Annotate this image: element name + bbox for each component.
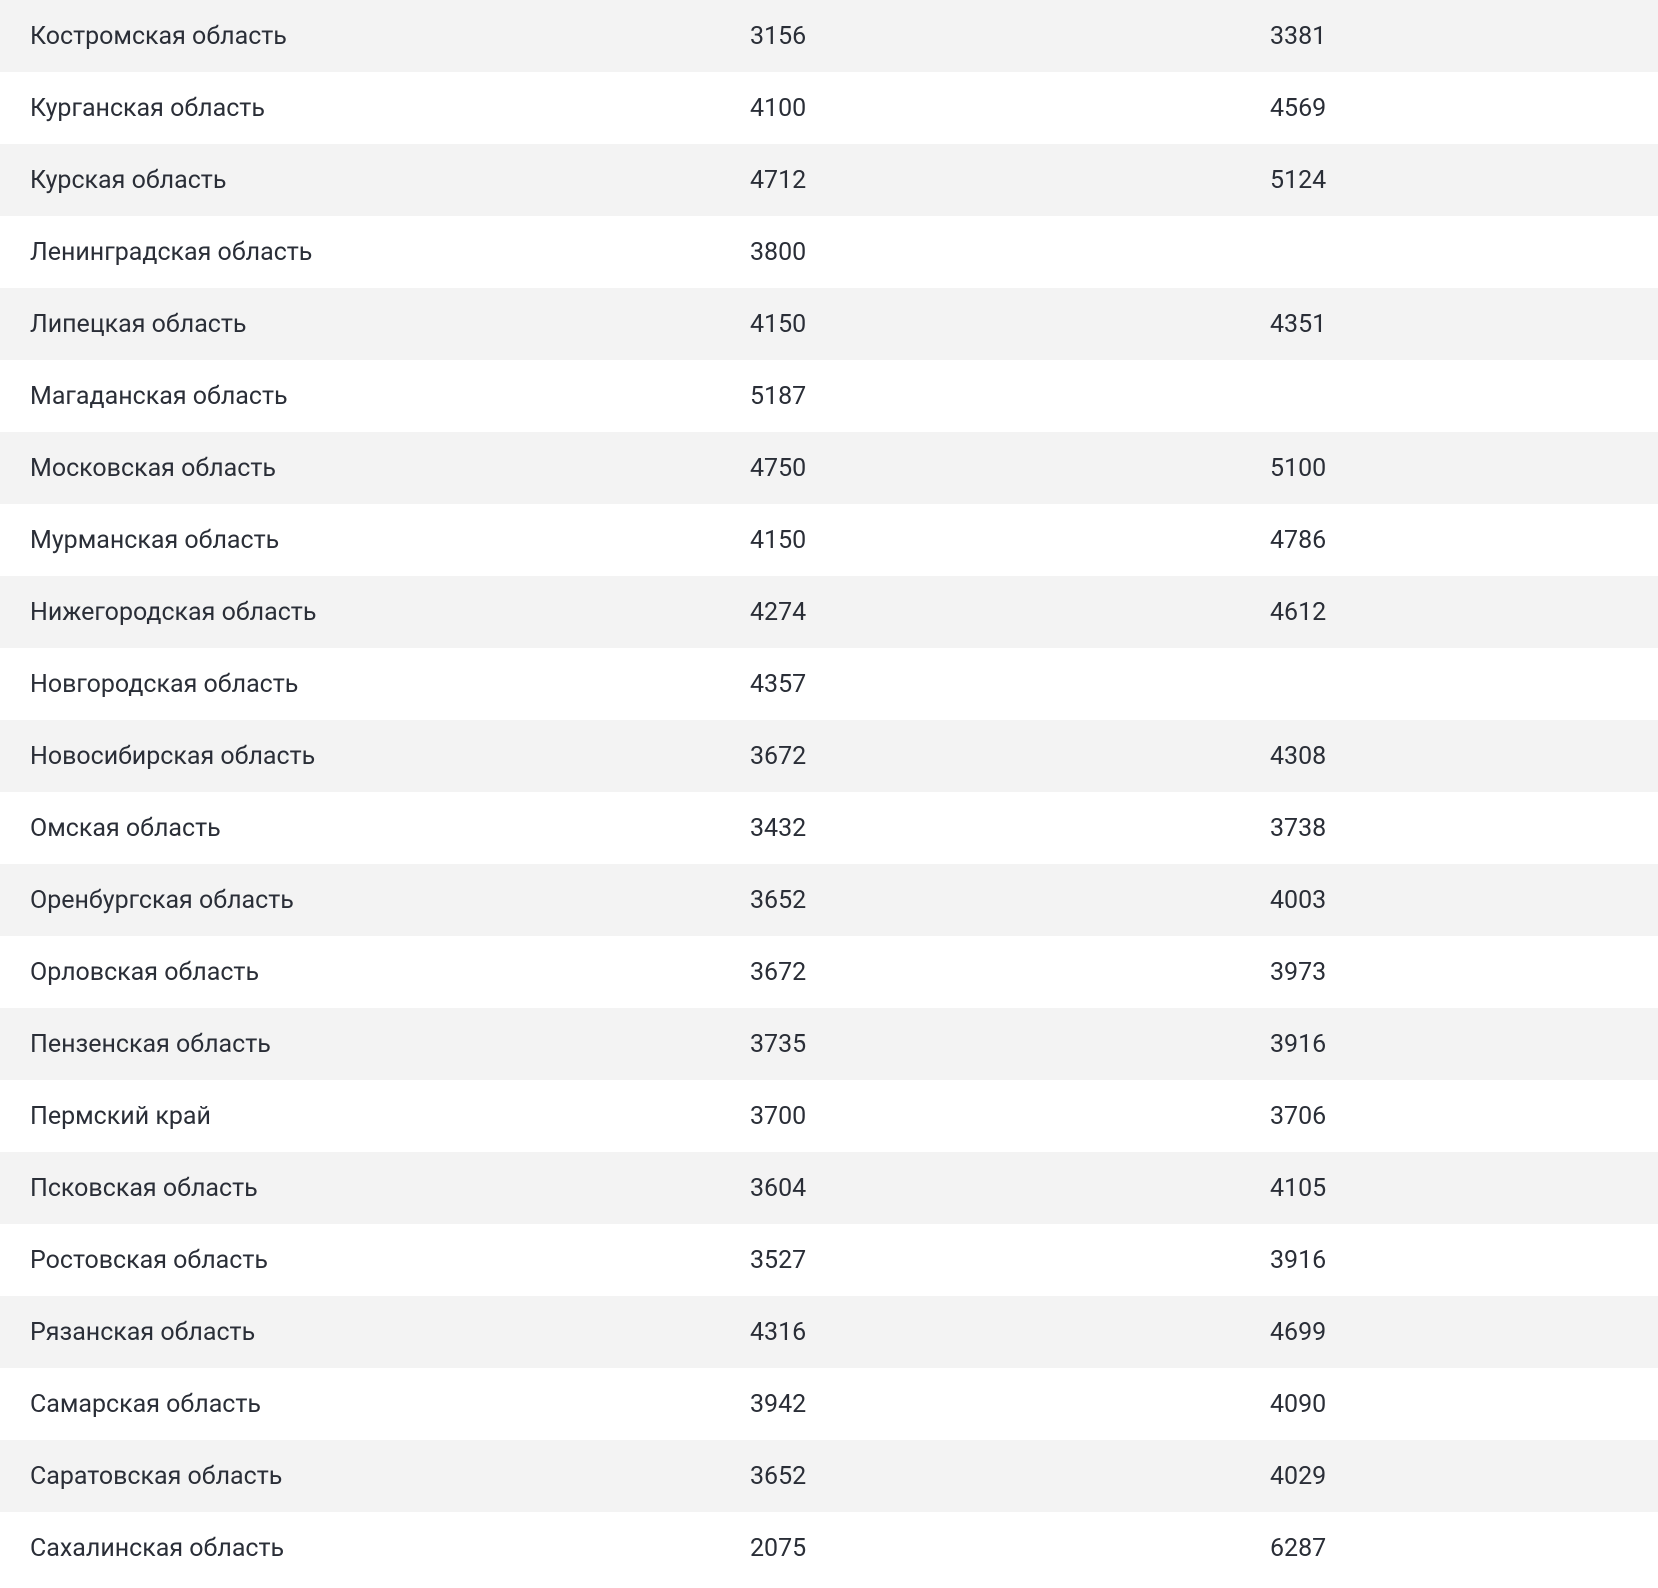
- region-cell: Орловская область: [0, 958, 720, 987]
- table-row: Оренбургская область36524003: [0, 864, 1658, 936]
- value2-cell: 4612: [1240, 598, 1658, 627]
- value1-cell: 3672: [720, 958, 1240, 987]
- table-row: Московская область47505100: [0, 432, 1658, 504]
- value1-cell: 3527: [720, 1246, 1240, 1275]
- region-cell: Магаданская область: [0, 382, 720, 411]
- region-cell: Липецкая область: [0, 310, 720, 339]
- region-cell: Новосибирская область: [0, 742, 720, 771]
- value2-cell: 4105: [1240, 1174, 1658, 1203]
- table-row: Костромская область31563381: [0, 0, 1658, 72]
- value2-cell: 3916: [1240, 1246, 1658, 1275]
- value1-cell: 4357: [720, 670, 1240, 699]
- region-cell: Ростовская область: [0, 1246, 720, 1275]
- table-row: Липецкая область41504351: [0, 288, 1658, 360]
- value2-cell: 3973: [1240, 958, 1658, 987]
- value1-cell: 3800: [720, 238, 1240, 267]
- region-cell: Пермский край: [0, 1102, 720, 1131]
- value2-cell: 6287: [1240, 1534, 1658, 1563]
- region-cell: Нижегородская область: [0, 598, 720, 627]
- table-row: Курская область47125124: [0, 144, 1658, 216]
- value1-cell: 3942: [720, 1390, 1240, 1419]
- value1-cell: 4100: [720, 94, 1240, 123]
- value1-cell: 4274: [720, 598, 1240, 627]
- region-cell: Оренбургская область: [0, 886, 720, 915]
- value2-cell: 4003: [1240, 886, 1658, 915]
- region-cell: Омская область: [0, 814, 720, 843]
- region-cell: Мурманская область: [0, 526, 720, 555]
- value1-cell: 3652: [720, 1462, 1240, 1491]
- region-cell: Московская область: [0, 454, 720, 483]
- region-cell: Курганская область: [0, 94, 720, 123]
- region-cell: Самарская область: [0, 1390, 720, 1419]
- value1-cell: 3652: [720, 886, 1240, 915]
- table-row: Пермский край37003706: [0, 1080, 1658, 1152]
- region-cell: Костромская область: [0, 22, 720, 51]
- table-row: Нижегородская область42744612: [0, 576, 1658, 648]
- value1-cell: 4150: [720, 310, 1240, 339]
- value2-cell: 4569: [1240, 94, 1658, 123]
- value1-cell: 4316: [720, 1318, 1240, 1347]
- regions-table: Костромская область31563381Курганская об…: [0, 0, 1658, 1584]
- region-cell: Ленинградская область: [0, 238, 720, 267]
- region-cell: Рязанская область: [0, 1318, 720, 1347]
- table-row: Сахалинская область20756287: [0, 1512, 1658, 1584]
- table-row: Курганская область41004569: [0, 72, 1658, 144]
- value1-cell: 3735: [720, 1030, 1240, 1059]
- region-cell: Саратовская область: [0, 1462, 720, 1491]
- value2-cell: 3706: [1240, 1102, 1658, 1131]
- table-row: Новосибирская область36724308: [0, 720, 1658, 792]
- value1-cell: 3604: [720, 1174, 1240, 1203]
- value2-cell: 4699: [1240, 1318, 1658, 1347]
- value2-cell: 5100: [1240, 454, 1658, 483]
- table-row: Омская область34323738: [0, 792, 1658, 864]
- table-row: Магаданская область5187: [0, 360, 1658, 432]
- value1-cell: 3672: [720, 742, 1240, 771]
- table-row: Новгородская область4357: [0, 648, 1658, 720]
- value1-cell: 3700: [720, 1102, 1240, 1131]
- table-row: Самарская область39424090: [0, 1368, 1658, 1440]
- value2-cell: 3738: [1240, 814, 1658, 843]
- table-row: Рязанская область43164699: [0, 1296, 1658, 1368]
- value1-cell: 4150: [720, 526, 1240, 555]
- value1-cell: 3156: [720, 22, 1240, 51]
- value1-cell: 5187: [720, 382, 1240, 411]
- value2-cell: 4029: [1240, 1462, 1658, 1491]
- value2-cell: 3916: [1240, 1030, 1658, 1059]
- value1-cell: 4750: [720, 454, 1240, 483]
- value2-cell: 4351: [1240, 310, 1658, 339]
- value1-cell: 2075: [720, 1534, 1240, 1563]
- region-cell: Курская область: [0, 166, 720, 195]
- value1-cell: 4712: [720, 166, 1240, 195]
- region-cell: Новгородская область: [0, 670, 720, 699]
- table-row: Пензенская область37353916: [0, 1008, 1658, 1080]
- region-cell: Пензенская область: [0, 1030, 720, 1059]
- table-row: Саратовская область36524029: [0, 1440, 1658, 1512]
- table-row: Мурманская область41504786: [0, 504, 1658, 576]
- region-cell: Псковская область: [0, 1174, 720, 1203]
- value2-cell: 5124: [1240, 166, 1658, 195]
- region-cell: Сахалинская область: [0, 1534, 720, 1563]
- table-row: Псковская область36044105: [0, 1152, 1658, 1224]
- value2-cell: 4308: [1240, 742, 1658, 771]
- value2-cell: 3381: [1240, 22, 1658, 51]
- table-row: Ростовская область35273916: [0, 1224, 1658, 1296]
- value1-cell: 3432: [720, 814, 1240, 843]
- table-row: Ленинградская область3800: [0, 216, 1658, 288]
- value2-cell: 4090: [1240, 1390, 1658, 1419]
- value2-cell: 4786: [1240, 526, 1658, 555]
- table-row: Орловская область36723973: [0, 936, 1658, 1008]
